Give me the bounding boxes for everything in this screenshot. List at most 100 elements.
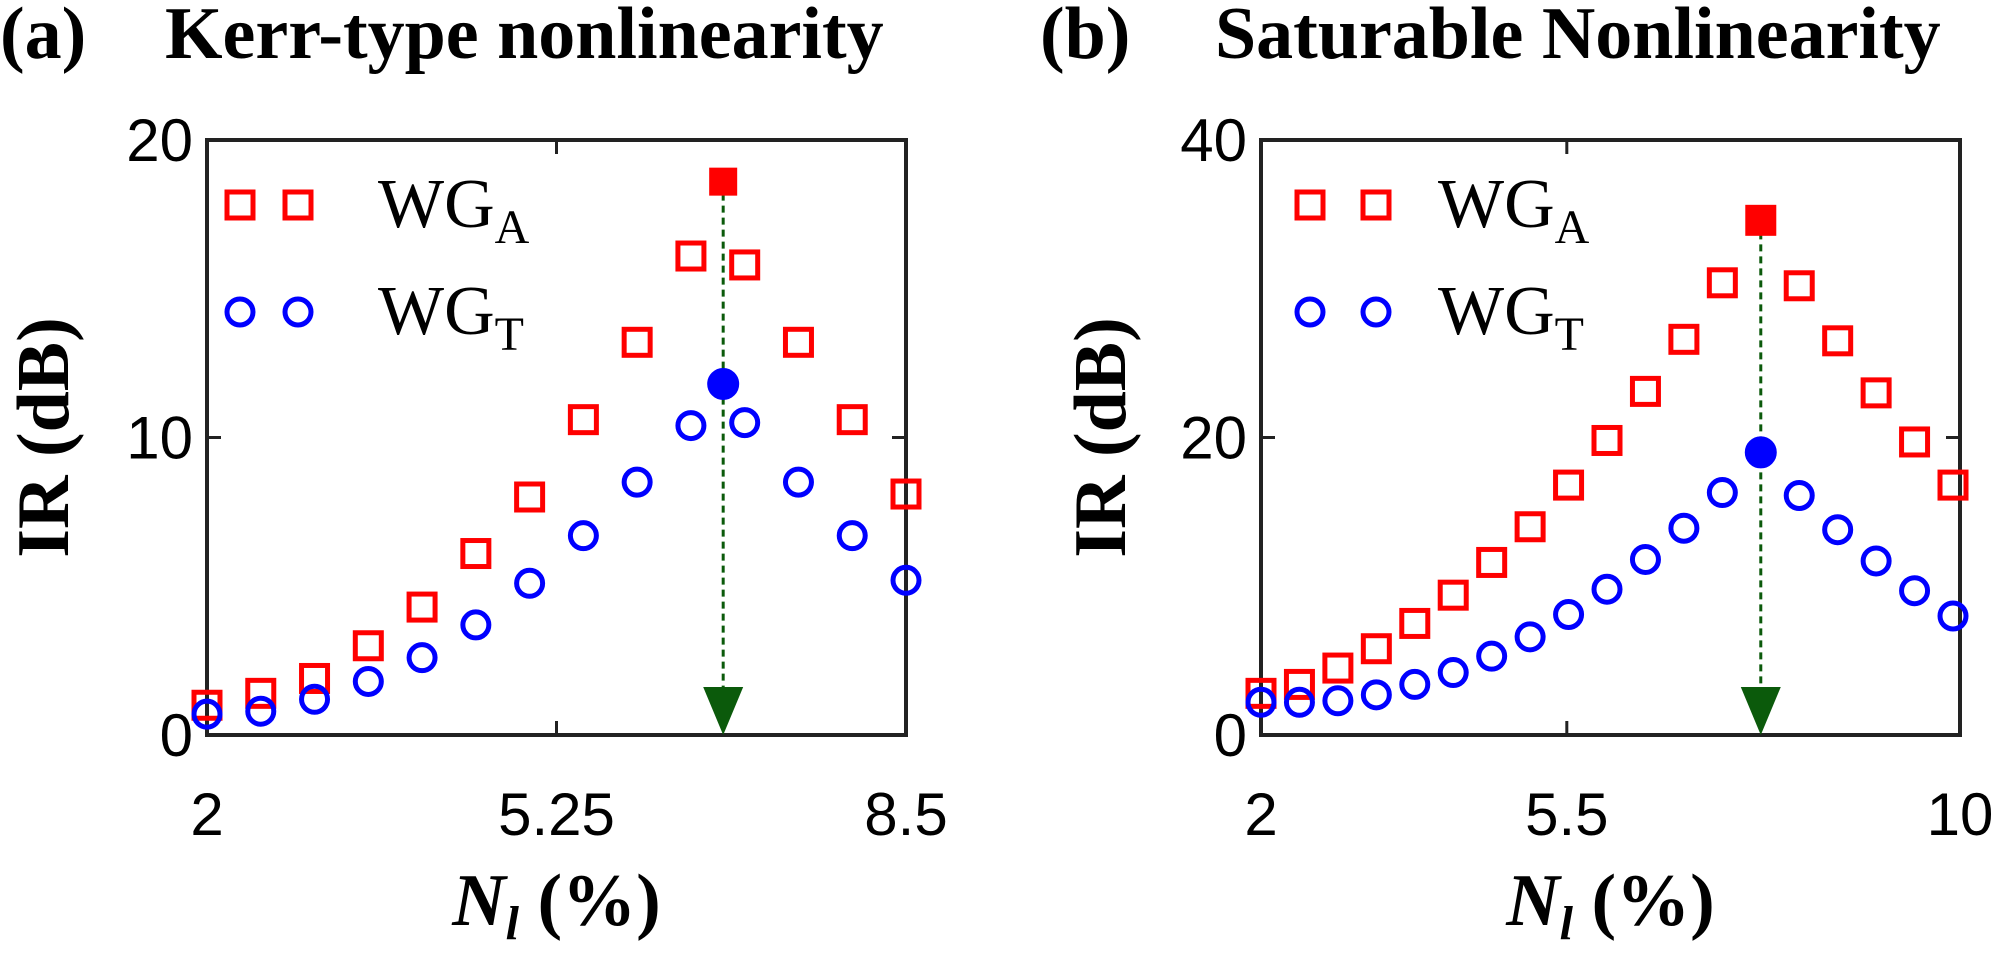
data-point-wg-a: [299, 662, 331, 694]
panel-a: (a) Kerr-type nonlinearity 0 10 20 2 5.25 8.5 IR…: [0, 0, 948, 950]
highlight-point-wg-t: [1744, 436, 1777, 469]
chart-title: Kerr-type nonlinearity: [165, 0, 884, 75]
x-axis-label-sub: l: [506, 897, 520, 950]
data-point-wg-t: [729, 407, 761, 439]
data-point-wg-t: [1283, 686, 1315, 718]
data-point-wg-t: [1629, 543, 1661, 575]
data-point-wg-a: [890, 478, 922, 510]
y-tick-label: 10: [126, 405, 193, 472]
data-point-wg-a: [1553, 469, 1585, 501]
data-point-wg-a: [1399, 607, 1431, 639]
data-point-wg-a: [1283, 668, 1315, 700]
data-point-wg-t: [1514, 621, 1546, 653]
data-point-wg-t: [567, 520, 599, 552]
x-axis-label-base: N: [1505, 860, 1562, 942]
data-point-wg-t: [191, 698, 223, 730]
legend-marker: [224, 189, 256, 221]
plot-frame: [205, 138, 908, 737]
legend-label-sub: T: [495, 308, 524, 361]
highlight-point-wg-a: [709, 167, 738, 196]
legend-label-base: WG: [1438, 273, 1555, 350]
data-point-wg-t: [1591, 573, 1623, 605]
data-point-wg-a: [1783, 270, 1815, 302]
data-point-wg-a: [621, 326, 653, 358]
data-point-wg-t: [782, 466, 814, 498]
data-point-wg-a: [406, 591, 438, 623]
data-point-wg-t: [1706, 477, 1738, 509]
data-point-wg-a: [1629, 375, 1661, 407]
legend-label-base: WG: [378, 273, 495, 350]
data-point-wg-a: [1514, 511, 1546, 543]
data-point-wg-t: [299, 683, 331, 715]
x-tick-label: 2: [1244, 781, 1277, 848]
legend-label-base: WG: [1438, 166, 1555, 243]
arrow-head: [703, 687, 744, 735]
panel-label: (b): [1040, 0, 1130, 75]
data-point-wg-a: [1937, 469, 1969, 501]
data-point-wg-t: [890, 564, 922, 596]
legend-label: WGT: [1438, 273, 1584, 361]
data-point-wg-a: [836, 404, 868, 436]
data-point-wg-t: [1245, 686, 1277, 718]
data-point-wg-t: [1322, 685, 1354, 717]
legend-label: WGA: [378, 166, 530, 254]
x-tick-label: 2: [190, 781, 223, 848]
data-point-wg-t: [675, 410, 707, 442]
data-point-wg-a: [1322, 652, 1354, 684]
legend-marker: [1360, 296, 1392, 328]
data-point-wg-a: [191, 689, 223, 721]
legend-marker: [1360, 189, 1392, 221]
legend-marker: [1294, 296, 1326, 328]
data-point-wg-a: [675, 240, 707, 272]
data-point-wg-a: [1476, 546, 1508, 578]
arrow-head: [1740, 687, 1781, 735]
legend-marker: [1294, 189, 1326, 221]
data-point-wg-t: [1437, 657, 1469, 689]
data-point-wg-a: [1899, 426, 1931, 458]
data-point-wg-t: [1360, 679, 1392, 711]
data-point-wg-t: [1783, 480, 1815, 512]
data-point-wg-t: [1860, 545, 1892, 577]
data-point-wg-t: [1822, 514, 1854, 546]
data-point-wg-a: [460, 538, 492, 570]
y-tick-label: 20: [126, 107, 193, 174]
y-tick-label: 40: [1180, 107, 1247, 174]
x-axis-label: Nl (%): [1505, 860, 1715, 950]
legend-label: WGA: [1438, 166, 1590, 254]
x-tick-label: 5.5: [1525, 781, 1608, 848]
x-tick-label: 10: [1927, 781, 1994, 848]
data-point-wg-t: [514, 567, 546, 599]
data-point-wg-t: [1399, 668, 1431, 700]
x-axis-label-base: N: [451, 860, 508, 942]
legend-label-base: WG: [378, 166, 495, 243]
legend-label-sub: A: [1555, 201, 1590, 254]
x-axis-label-sub: l: [1560, 897, 1574, 950]
data-point-wg-t: [1668, 512, 1700, 544]
y-axis-label: IR (dB): [1060, 317, 1142, 558]
data-point-wg-a: [1437, 579, 1469, 611]
data-point-wg-t: [836, 520, 868, 552]
y-tick-label: 20: [1180, 405, 1247, 472]
data-point-wg-t: [1553, 599, 1585, 631]
y-tick-label: 0: [1214, 702, 1247, 769]
data-point-wg-a: [1706, 267, 1738, 299]
data-point-wg-t: [1476, 640, 1508, 672]
legend-label-sub: A: [495, 201, 530, 254]
x-tick-label: 8.5: [864, 781, 947, 848]
x-axis-label-unit: (%): [519, 860, 661, 942]
data-point-wg-a: [352, 630, 384, 662]
data-point-wg-t: [352, 665, 384, 697]
x-axis-label: Nl (%): [451, 860, 661, 950]
data-point-wg-a: [1591, 424, 1623, 456]
data-point-wg-t: [621, 466, 653, 498]
legend-marker: [224, 296, 256, 328]
data-point-wg-t: [460, 609, 492, 641]
data-point-wg-t: [1937, 600, 1969, 632]
x-tick-label: 5.25: [498, 781, 615, 848]
legend-label-sub: T: [1555, 308, 1584, 361]
plot-frame: [1259, 138, 1962, 737]
chart-title: Saturable Nonlinearity: [1215, 0, 1941, 75]
data-point-wg-a: [1860, 377, 1892, 409]
data-point-wg-a: [729, 249, 761, 281]
